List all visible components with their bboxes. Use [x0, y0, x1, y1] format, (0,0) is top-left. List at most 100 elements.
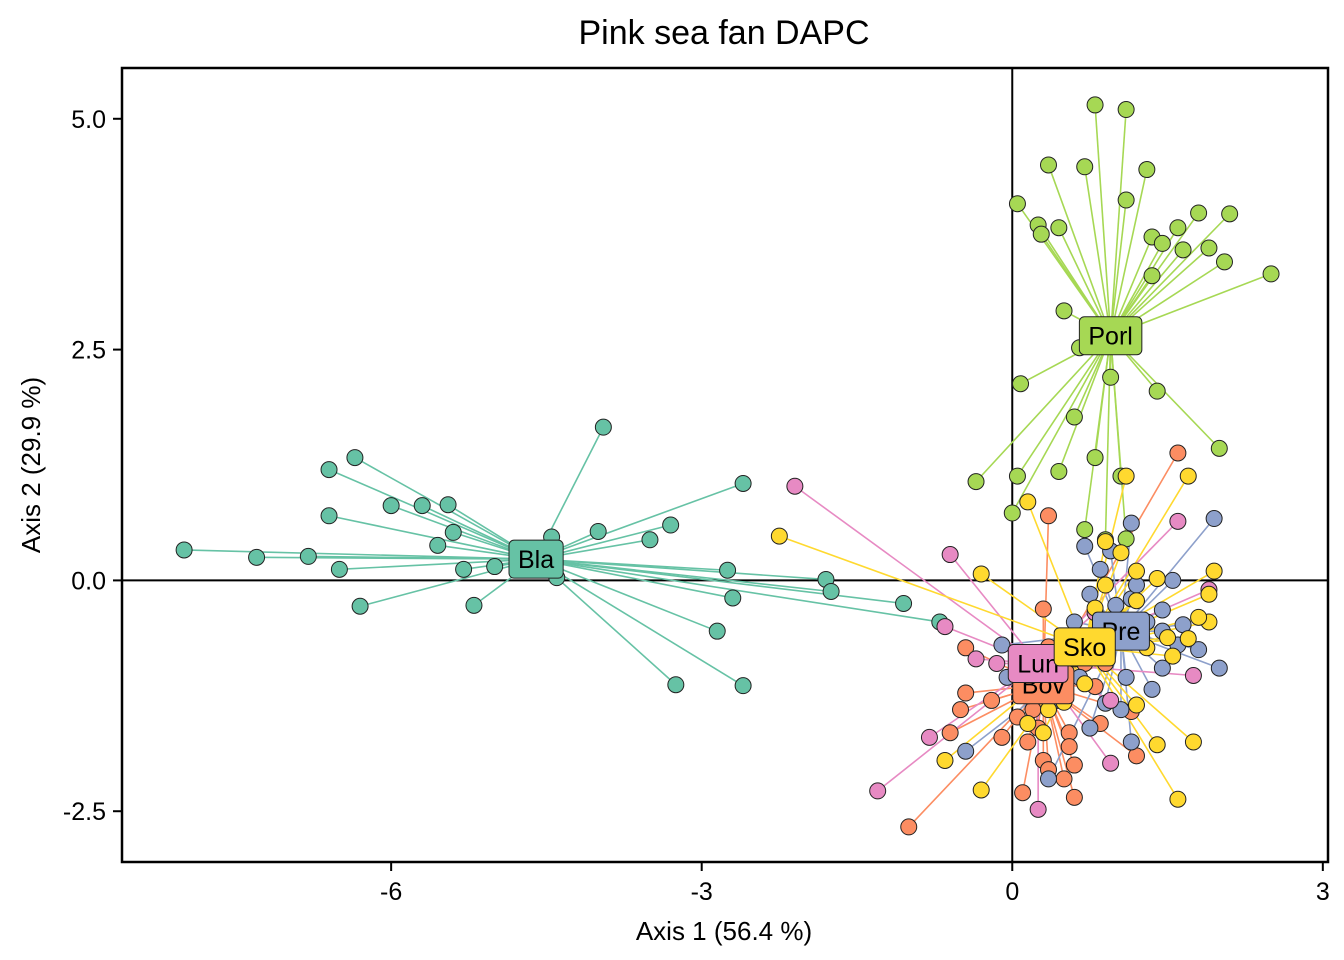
segment-porl: [1083, 335, 1112, 530]
point-pre: [1122, 514, 1140, 532]
point-porl: [1215, 253, 1233, 271]
group-label-text: Porl: [1088, 323, 1132, 351]
point-pre: [1117, 668, 1135, 686]
group-label-text: Sko: [1063, 634, 1106, 662]
point-sko: [1019, 493, 1037, 511]
point-pre: [1039, 770, 1057, 788]
segment-porl: [1109, 109, 1127, 336]
point-bla: [413, 497, 431, 515]
point-bla: [429, 536, 447, 554]
segment-porl: [1109, 169, 1148, 336]
point-sko: [1034, 724, 1052, 742]
point-bla: [248, 548, 266, 566]
point-sko: [1190, 608, 1208, 626]
point-bla: [734, 474, 752, 492]
point-bov: [900, 818, 918, 836]
point-bla: [465, 596, 483, 614]
y-tick-label: 5.0: [71, 106, 106, 134]
segment-bla: [536, 558, 826, 581]
point-bov: [1055, 770, 1073, 788]
point-sko: [1184, 733, 1202, 751]
x-tick-label: 3: [1316, 878, 1330, 906]
point-lun: [988, 655, 1006, 672]
point-sko: [1127, 696, 1145, 714]
segment-lun: [794, 485, 1039, 665]
point-bla: [662, 516, 680, 534]
point-sko: [1169, 790, 1187, 808]
point-sko: [770, 527, 788, 545]
point-sko: [1096, 576, 1114, 594]
segment-bla: [339, 558, 537, 571]
x-tick-label: -6: [380, 878, 402, 906]
point-porl: [1190, 204, 1208, 222]
point-sko: [1112, 544, 1130, 562]
point-lun: [869, 782, 887, 800]
point-porl: [1200, 239, 1218, 257]
point-bla: [486, 558, 504, 576]
point-lun: [936, 618, 954, 636]
point-bla: [667, 676, 685, 694]
point-lun: [786, 477, 804, 495]
point-bov: [1019, 733, 1037, 751]
point-bla: [444, 523, 462, 541]
point-porl: [1032, 225, 1050, 243]
point-bla: [299, 547, 317, 565]
segment-porl: [1083, 166, 1112, 336]
segment-lun: [877, 662, 1039, 792]
point-bla: [346, 449, 364, 467]
point-porl: [1065, 408, 1083, 426]
point-porl: [1153, 234, 1171, 252]
point-porl: [1143, 267, 1161, 285]
point-bov: [1034, 600, 1052, 618]
point-sko: [1117, 467, 1135, 485]
point-sko: [972, 565, 990, 583]
point-porl: [1039, 156, 1057, 174]
point-bla: [895, 594, 913, 612]
point-bov: [952, 701, 970, 719]
point-pre: [1107, 596, 1125, 614]
point-bla: [455, 560, 473, 578]
point-bov: [941, 724, 959, 742]
point-lun: [920, 728, 938, 746]
segment-bla: [535, 558, 904, 605]
segment-bla: [535, 558, 744, 687]
point-bla: [589, 522, 607, 540]
point-porl: [1138, 161, 1156, 179]
point-bla: [594, 418, 612, 436]
group-label-porl: Porl: [1078, 316, 1143, 356]
point-porl: [1086, 96, 1104, 114]
point-pre: [1205, 510, 1223, 528]
point-bov: [993, 728, 1011, 746]
point-bov: [957, 639, 975, 657]
group-label-sko: Sko: [1053, 627, 1116, 667]
segment-porl: [1016, 335, 1112, 477]
segment-bla: [535, 558, 940, 623]
point-bov: [983, 691, 1001, 709]
point-pre: [1210, 659, 1228, 677]
point-pre: [1081, 719, 1099, 737]
segment-bla: [359, 558, 537, 608]
point-bov: [1065, 756, 1083, 774]
point-lun: [941, 546, 959, 564]
point-porl: [1076, 158, 1094, 176]
point-sko: [1200, 585, 1218, 603]
point-porl: [1148, 382, 1166, 400]
segment-bla: [184, 549, 537, 560]
point-pre: [1164, 571, 1182, 589]
point-sko: [1127, 562, 1145, 580]
point-bla: [320, 507, 338, 525]
point-pre: [1143, 680, 1161, 698]
point-bla: [175, 541, 193, 559]
x-axis-title: Axis 1 (56.4 %): [636, 916, 812, 946]
point-lun: [1029, 800, 1047, 818]
point-bla: [719, 561, 737, 579]
point-porl: [1003, 504, 1021, 522]
segment-porl: [975, 335, 1112, 483]
segment-porl: [1058, 335, 1112, 472]
point-bla: [351, 597, 369, 615]
segment-sko: [1084, 646, 1179, 800]
point-pre: [1091, 560, 1109, 578]
point-porl: [1221, 205, 1239, 223]
group-label-text: Bla: [518, 546, 554, 574]
